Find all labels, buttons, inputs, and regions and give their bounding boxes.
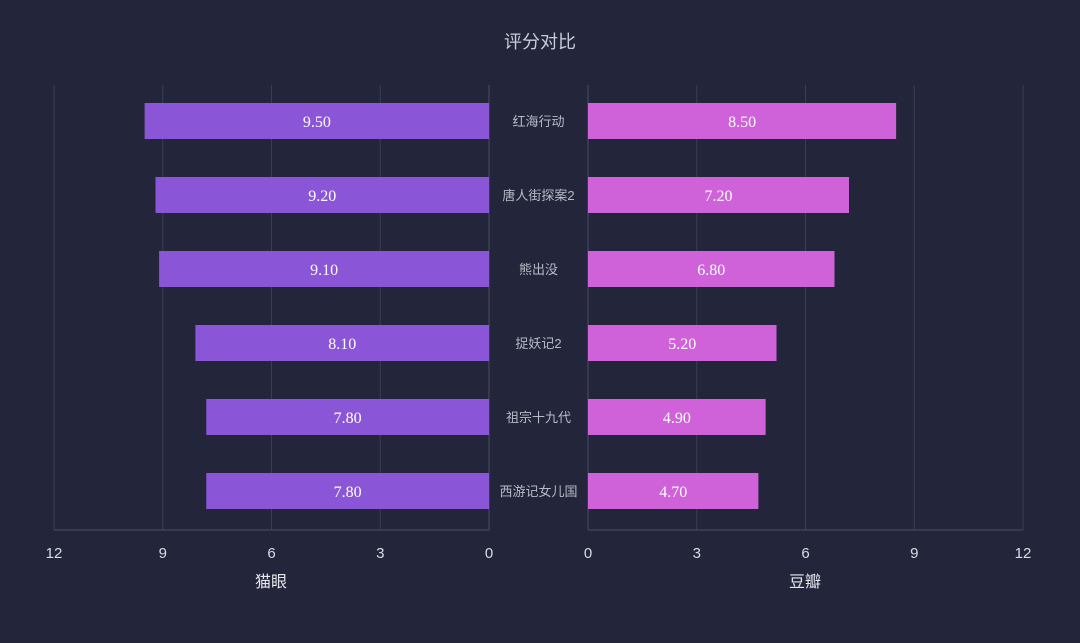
left-bar-value: 7.80 bbox=[334, 484, 362, 501]
left-tick-label: 9 bbox=[159, 545, 167, 562]
right-axis-label: 豆瓣 bbox=[789, 573, 821, 591]
category-label: 祖宗十九代 bbox=[506, 410, 571, 425]
left-bar bbox=[155, 177, 489, 213]
category-label: 捉妖记2 bbox=[515, 336, 561, 351]
right-tick-label: 3 bbox=[693, 545, 701, 562]
right-bar bbox=[588, 399, 766, 435]
right-bar-value: 4.90 bbox=[663, 410, 691, 427]
right-bar bbox=[588, 251, 835, 287]
left-tick-label: 0 bbox=[485, 545, 493, 562]
right-bar bbox=[588, 103, 897, 139]
left-tick-label: 12 bbox=[46, 545, 63, 562]
right-bar-value: 6.80 bbox=[697, 262, 725, 279]
right-tick-label: 9 bbox=[910, 545, 918, 562]
right-bar-value: 5.20 bbox=[668, 336, 696, 353]
right-bar bbox=[588, 473, 759, 509]
category-label: 唐人街探案2 bbox=[502, 188, 574, 203]
left-bar-value: 7.80 bbox=[334, 410, 362, 427]
left-axis-label: 猫眼 bbox=[255, 573, 287, 591]
left-tick-label: 3 bbox=[376, 545, 384, 562]
left-panel: 12 9 6 3 0 9.50 9.20 9.10 8.10 7.80 7.80 bbox=[46, 85, 493, 562]
left-bar bbox=[195, 325, 489, 361]
right-bar-value: 7.20 bbox=[705, 188, 733, 205]
left-bar bbox=[206, 399, 489, 435]
right-bar bbox=[588, 177, 849, 213]
left-bar-value: 9.20 bbox=[308, 188, 336, 205]
left-bar bbox=[144, 103, 489, 139]
category-label: 红海行动 bbox=[512, 114, 564, 129]
left-bar-value: 9.10 bbox=[310, 262, 338, 279]
left-bar-value: 8.10 bbox=[328, 336, 356, 353]
right-bar-value: 4.70 bbox=[659, 484, 687, 501]
right-panel: 0 3 6 9 12 8.50 7.20 6.80 5.20 4.90 4.70 bbox=[584, 85, 1032, 562]
left-bar bbox=[159, 251, 489, 287]
chart-title: 评分对比 bbox=[504, 32, 576, 52]
category-label: 西游记女儿国 bbox=[499, 484, 577, 499]
right-tick-label: 0 bbox=[584, 545, 592, 562]
right-tick-label: 6 bbox=[801, 545, 809, 562]
category-label: 熊出没 bbox=[519, 262, 558, 277]
right-bar-value: 8.50 bbox=[728, 114, 756, 131]
left-bar-value: 9.50 bbox=[303, 114, 331, 131]
right-bar bbox=[588, 325, 777, 361]
left-tick-label: 6 bbox=[267, 545, 275, 562]
right-tick-label: 12 bbox=[1015, 545, 1032, 562]
left-bar bbox=[206, 473, 489, 509]
